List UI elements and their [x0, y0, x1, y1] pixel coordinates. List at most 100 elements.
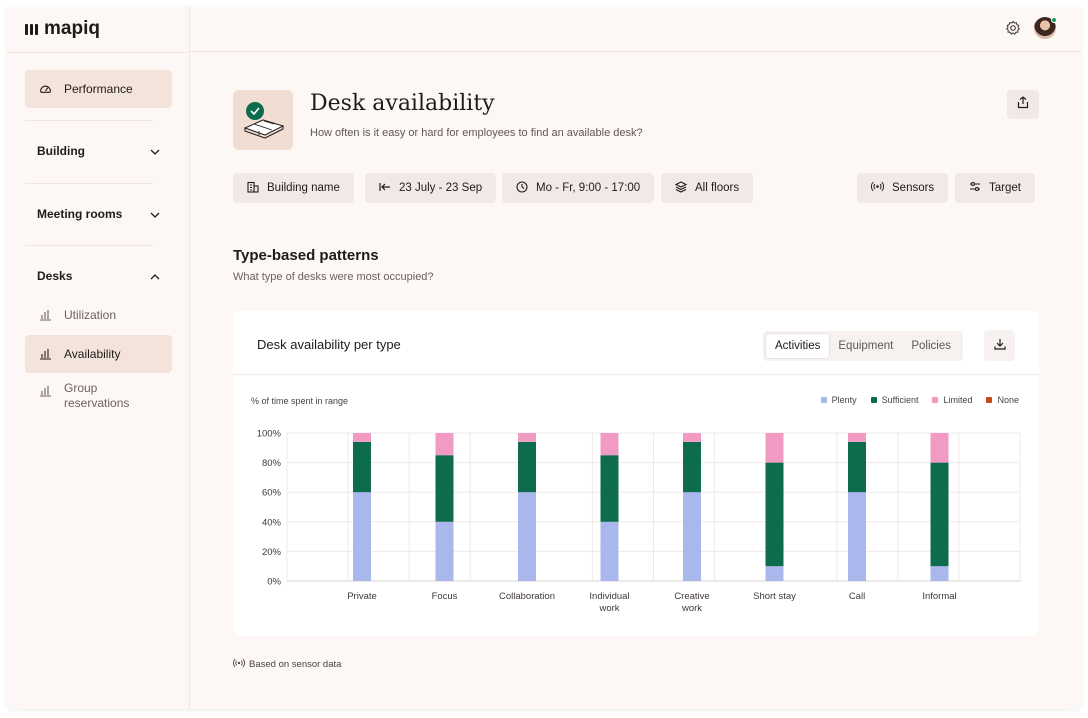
x-tick-label: work [598, 603, 619, 614]
sidebar-item-label: Group reservations [64, 381, 129, 411]
sidebar-section-desks[interactable]: Desks [25, 257, 160, 295]
desk-illustration-icon [233, 90, 293, 150]
logo[interactable]: mapiq [25, 18, 100, 40]
x-tick-label: work [681, 603, 702, 614]
tab-activities[interactable]: Activities [766, 334, 830, 358]
x-tick-label: Short stay [753, 591, 796, 602]
broadcast-icon [870, 181, 885, 195]
time-filter[interactable]: Mo - Fr, 9:00 - 17:00 [502, 173, 655, 203]
footnote: Based on sensor data [233, 658, 341, 671]
avatar[interactable] [1034, 17, 1056, 39]
y-axis-note: % of time spent in range [251, 396, 349, 406]
bar-segment-plenty [600, 521, 619, 581]
sidebar-divider [25, 183, 153, 184]
tab-policies[interactable]: Policies [911, 340, 951, 352]
floors-filter[interactable]: All floors [661, 173, 754, 203]
sidebar-divider [7, 52, 190, 53]
y-tick-label: 20% [262, 547, 282, 558]
logo-text: mapiq [44, 18, 100, 39]
bar-segment-plenty [765, 566, 784, 581]
bar-segment-limited [683, 433, 701, 442]
bar-segment-limited [435, 433, 454, 456]
bar-segment-plenty [930, 566, 949, 581]
x-tick-label: Private [347, 591, 377, 602]
sidebar-item-availability[interactable]: Availability [25, 335, 172, 373]
label-line: reservations [64, 396, 130, 410]
stacked-bar-chart: 0% 20% 40% 60% 80% 100% Private Focus Collaborat… [257, 429, 1021, 614]
sidebar-item-label: Performance [64, 81, 133, 96]
bar-segment-limited [518, 433, 536, 442]
x-tick-label: Creative [674, 591, 709, 602]
tab-equipment[interactable]: Equipment [838, 340, 894, 352]
y-tick-label: 80% [262, 458, 282, 469]
bar-segment-limited [353, 433, 371, 442]
share-button[interactable] [1007, 90, 1039, 119]
sensors-toggle[interactable]: Sensors [857, 173, 949, 203]
y-tick-label: 40% [262, 517, 282, 528]
date-range-filter[interactable]: 23 July - 23 Sep [365, 173, 497, 203]
card-divider [233, 374, 1039, 375]
sidebar-item-label: Availability [64, 346, 121, 361]
legend-swatch [820, 397, 827, 403]
top-bar [190, 7, 1081, 52]
chart-legend: Plenty Sufficient Limited None [820, 395, 1019, 405]
chevron-down-icon [150, 144, 160, 158]
gear-icon[interactable] [1005, 20, 1021, 41]
sidebar-section-meeting-rooms[interactable]: Meeting rooms [25, 195, 160, 233]
online-status-dot [1051, 17, 1057, 23]
legend-label: Plenty [831, 395, 857, 405]
building-filter[interactable]: Building name [233, 173, 354, 203]
sidebar-section-label: Meeting rooms [37, 207, 123, 221]
bar-segment-plenty [683, 492, 701, 581]
legend-swatch [932, 397, 939, 403]
bar-segment-plenty [518, 492, 536, 581]
bar-chart-icon [38, 308, 52, 322]
target-toggle[interactable]: Target [955, 173, 1035, 203]
bar-segment-sufficient [600, 455, 619, 522]
legend-label: Sufficient [881, 395, 919, 405]
sidebar-item-performance[interactable]: Performance [25, 70, 172, 108]
filter-label: Sensors [892, 182, 935, 194]
page-subtitle: How often is it easy or hard for employe… [310, 127, 643, 139]
legend-label: Limited [943, 395, 973, 405]
section-subtitle: What type of desks were most occupied? [233, 271, 434, 283]
bar-segment-sufficient [683, 441, 701, 493]
bar-chart-icon [38, 347, 52, 361]
card-title: Desk availability per type [257, 337, 401, 352]
bar-chart-icon [38, 384, 52, 398]
filter-label: Building name [267, 182, 340, 194]
sidebar-section-building[interactable]: Building [25, 132, 160, 170]
bar-segment-sufficient [848, 441, 866, 493]
legend-item-limited: Limited [932, 395, 972, 405]
chart-card: Desk availability per type Activities Eq… [233, 311, 1039, 636]
label-line: Group [64, 381, 98, 395]
sidebar-item-utilization[interactable]: Utilization [25, 296, 172, 334]
sidebar-section-label: Desks [37, 269, 73, 283]
legend-item-sufficient: Sufficient [870, 395, 919, 405]
x-tick-label: Call [849, 591, 865, 602]
bar-segment-sufficient [518, 441, 536, 493]
bar-segment-sufficient [930, 462, 949, 567]
bar-segment-plenty [848, 492, 866, 581]
legend-swatch [986, 397, 993, 403]
download-button[interactable] [984, 330, 1015, 361]
legend-item-plenty: Plenty [820, 395, 857, 405]
sidebar-item-group-reservations[interactable]: Group reservations [25, 381, 172, 419]
sidebar: mapiq Performance Building Meeting rooms… [7, 7, 190, 709]
y-tick-label: 0% [267, 577, 281, 588]
x-tick-label: Individual [589, 591, 629, 602]
filter-label: Target [989, 182, 1021, 194]
building-icon [247, 181, 259, 196]
y-tick-label: 60% [262, 488, 282, 499]
bar-segment-limited [600, 433, 619, 456]
filter-label: All floors [695, 182, 740, 194]
filter-label: 23 July - 23 Sep [399, 182, 483, 194]
bar-segment-plenty [353, 492, 371, 581]
chevron-down-icon [150, 207, 160, 221]
download-icon [993, 337, 1006, 355]
legend-swatch [870, 397, 877, 403]
bar-segment-limited [930, 433, 949, 463]
sidebar-divider [25, 120, 153, 121]
bar-segment-sufficient [435, 455, 454, 522]
bar-segment-sufficient [765, 462, 784, 567]
